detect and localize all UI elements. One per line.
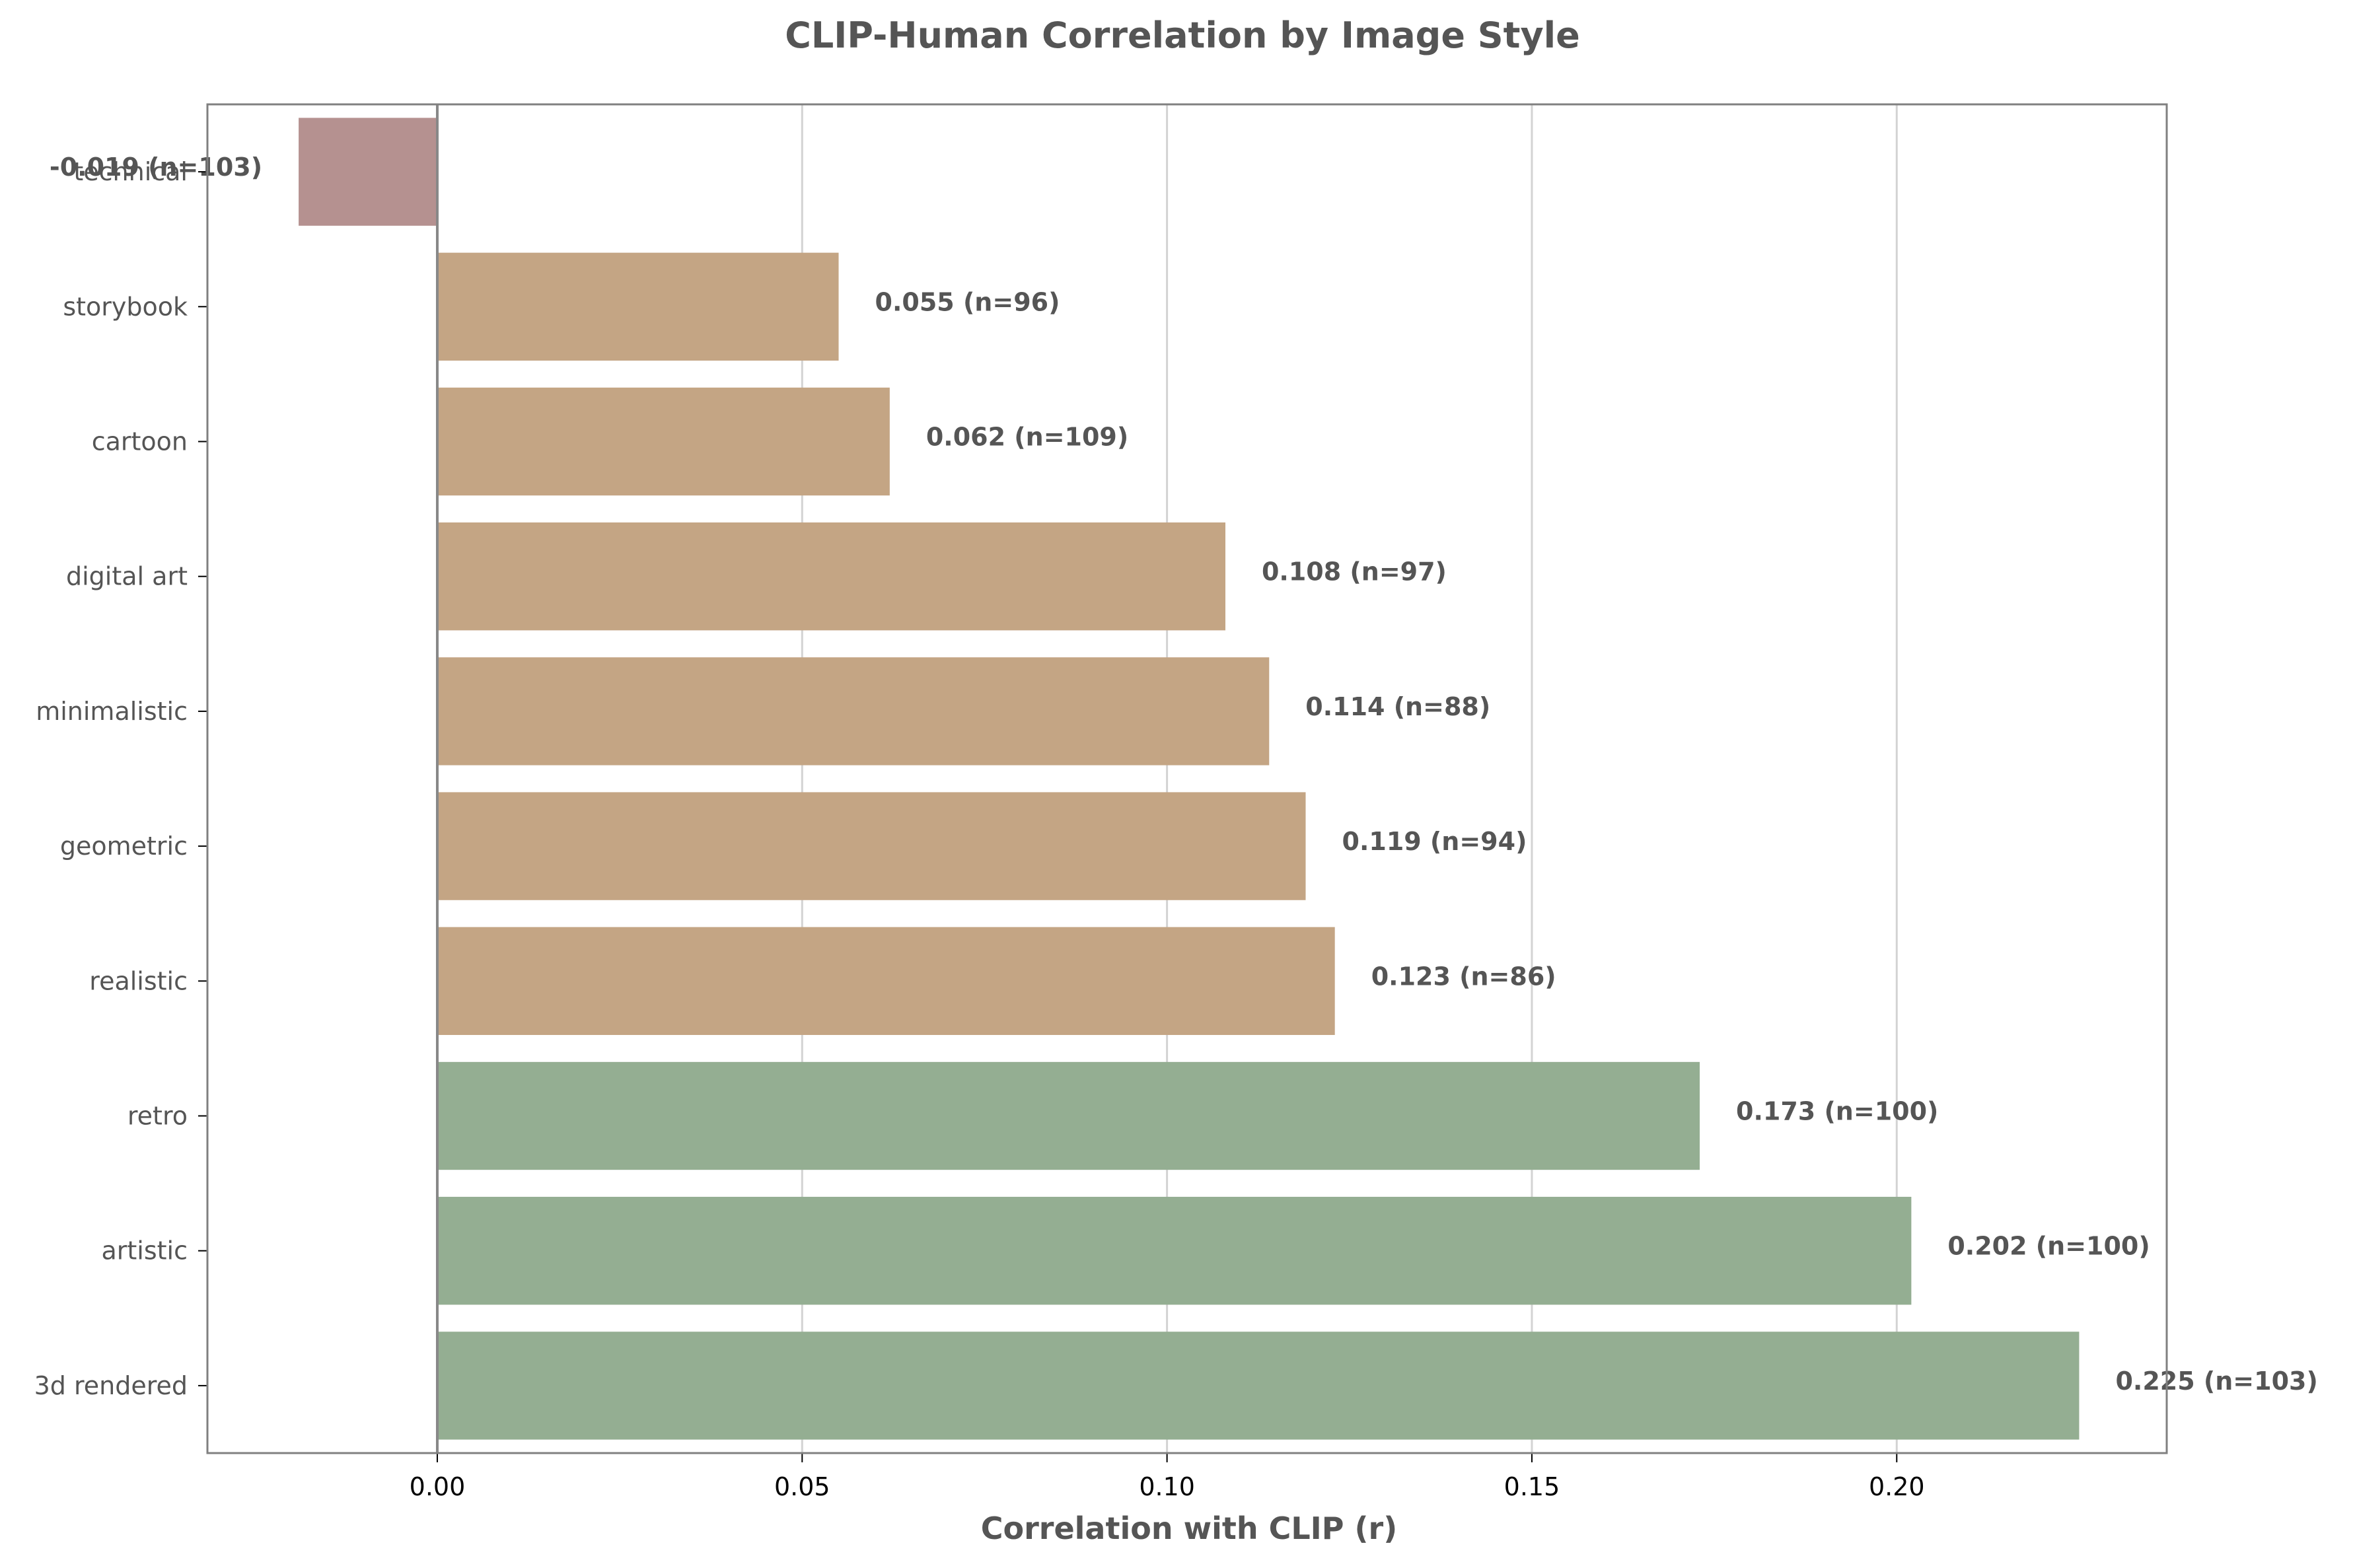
data-labels: -0.019 (n=103) 0.055 (n=96) 0.062 (n=109) 0… <box>50 153 2318 1396</box>
y-tick-label: retro <box>127 1102 188 1131</box>
data-label: 0.225 (n=103) <box>2115 1367 2317 1396</box>
data-label: 0.114 (n=88) <box>1305 692 1490 721</box>
y-tick-label: storybook <box>63 292 188 321</box>
y-tick-label: artistic <box>101 1236 188 1265</box>
y-tick-label: cartoon <box>92 427 188 456</box>
bar-realistic <box>437 927 1335 1035</box>
bar-technical <box>299 118 437 226</box>
bars <box>299 118 2080 1440</box>
data-label: 0.055 (n=96) <box>875 287 1060 316</box>
bar-3d-rendered <box>437 1332 2080 1440</box>
x-axis-label: Correlation with CLIP (r) <box>981 1511 1398 1546</box>
y-tick-label: minimalistic <box>36 697 188 726</box>
y-axis-ticks: technical storybook cartoon digital art mini… <box>34 157 207 1400</box>
plot-frame <box>206 103 2168 1454</box>
x-tick-label: 0.05 <box>774 1472 830 1501</box>
data-label: 0.202 (n=100) <box>1947 1232 2150 1261</box>
x-tick-label: 0.20 <box>1869 1472 1925 1501</box>
x-tick-label: 0.10 <box>1139 1472 1195 1501</box>
data-label: -0.019 (n=103) <box>50 153 262 182</box>
data-label: 0.108 (n=97) <box>1262 557 1447 587</box>
data-label: 0.119 (n=94) <box>1342 827 1527 856</box>
bar-retro <box>437 1061 1700 1170</box>
chart-title: CLIP-Human Correlation by Image Style <box>785 15 1580 56</box>
data-label: 0.123 (n=86) <box>1371 962 1556 991</box>
y-tick-label: technical <box>73 157 188 186</box>
bar-cartoon <box>437 387 890 496</box>
bar-digital-art <box>437 522 1225 631</box>
x-axis-ticks: 0.00 0.05 0.10 0.15 0.20 <box>410 1453 1925 1501</box>
x-tick-label: 0.00 <box>410 1472 466 1501</box>
y-tick-label: digital art <box>66 562 188 591</box>
y-tick-label: realistic <box>89 966 188 995</box>
x-tick-label: 0.15 <box>1504 1472 1560 1501</box>
bar-minimalistic <box>437 657 1270 766</box>
data-label: 0.062 (n=109) <box>926 423 1128 452</box>
bar-artistic <box>437 1197 1912 1305</box>
bar-geometric <box>437 792 1306 900</box>
y-tick-label: 3d rendered <box>34 1371 188 1400</box>
bar-storybook <box>437 252 839 361</box>
data-label: 0.173 (n=100) <box>1736 1097 1938 1126</box>
y-tick-label: geometric <box>60 832 188 861</box>
